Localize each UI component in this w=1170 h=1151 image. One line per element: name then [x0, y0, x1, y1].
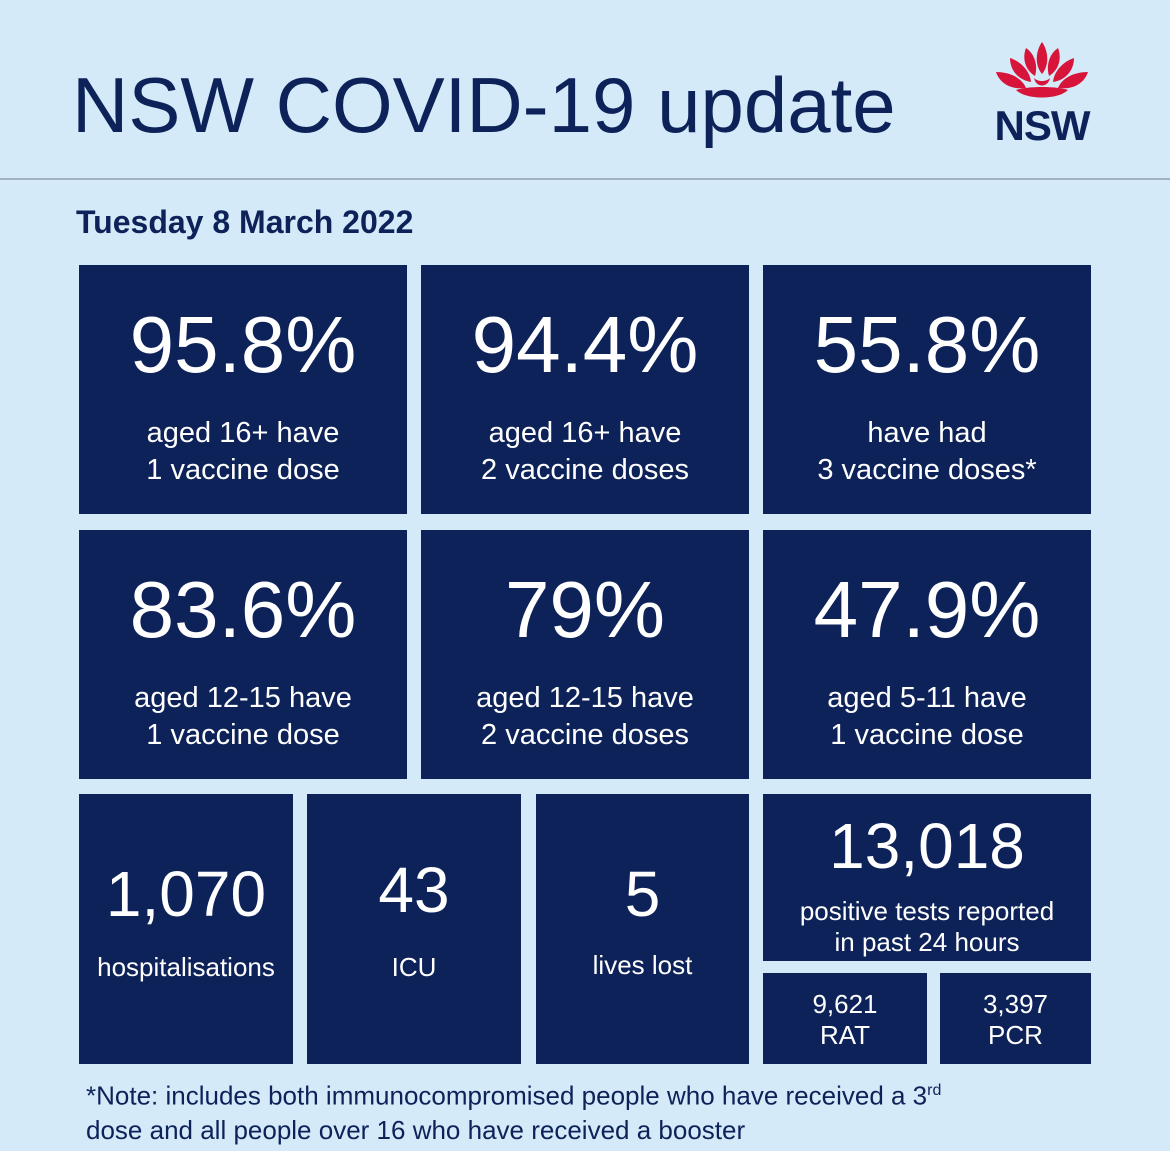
- tile-label-line1: aged 5-11 have: [827, 682, 1027, 714]
- tile-label-line2: 2 vaccine doses: [481, 454, 689, 486]
- tile-value: 83.6%: [129, 565, 357, 654]
- tile-label-line1: have had: [867, 417, 987, 449]
- tile-label-line1: aged 16+ have: [488, 417, 682, 449]
- pcr-tile: 3,397 PCR: [940, 973, 1091, 1064]
- hospitalisations-tile: 1,070 hospitalisations: [79, 794, 293, 1064]
- tile-value: 9,621: [812, 989, 878, 1019]
- tile-label-line2: 1 vaccine dose: [146, 454, 340, 486]
- tile-label-line1: positive tests reported: [799, 896, 1055, 926]
- tile-label-line2: 1 vaccine dose: [830, 719, 1024, 751]
- tile-value: 95.8%: [129, 300, 357, 389]
- tile-label-line2: 1 vaccine dose: [146, 719, 340, 751]
- tile-value: 55.8%: [813, 300, 1041, 389]
- report-date: Tuesday 8 March 2022: [76, 204, 414, 240]
- tile-value: 13,018: [829, 810, 1025, 882]
- tile-label-line2: in past 24 hours: [834, 927, 1020, 957]
- tile-label: hospitalisations: [97, 952, 275, 982]
- tile-label-line2: 2 vaccine doses: [481, 719, 689, 751]
- tile-value: 5: [624, 858, 661, 930]
- footnote-line1: *Note: includes both immunocompromised p…: [86, 1080, 928, 1111]
- vaccine-tile-12-15-1-dose: 83.6% aged 12-15 have 1 vaccine dose: [79, 530, 407, 779]
- vaccine-tile-12-15-2-doses: 79% aged 12-15 have 2 vaccine doses: [421, 530, 749, 779]
- tile-label-line2: 3 vaccine doses*: [817, 454, 1037, 486]
- tile-label: lives lost: [592, 950, 693, 980]
- rat-tile: 9,621 RAT: [763, 973, 927, 1064]
- vaccine-tile-16-plus-2-doses: 94.4% aged 16+ have 2 vaccine doses: [421, 265, 749, 514]
- footnote-line2: dose and all people over 16 who have rec…: [86, 1114, 746, 1145]
- tile-label: RAT: [819, 1020, 871, 1050]
- waratah-flower-icon: [996, 42, 1088, 98]
- footnote-superscript: rd: [927, 1082, 942, 1099]
- tile-label: ICU: [391, 952, 437, 982]
- tile-value: 3,397: [982, 989, 1049, 1019]
- header: NSW COVID-19 update NSW: [0, 0, 1170, 180]
- tile-label-line1: aged 12-15 have: [134, 682, 352, 714]
- tile-value: 1,070: [105, 858, 267, 930]
- tile-label: PCR: [988, 1020, 1043, 1050]
- page-title: NSW COVID-19 update: [72, 61, 896, 149]
- tile-value: 79%: [504, 565, 666, 654]
- vaccine-tile-3-doses: 55.8% have had 3 vaccine doses*: [763, 265, 1091, 514]
- icu-tile: 43 ICU: [307, 794, 521, 1064]
- lives-lost-tile: 5 lives lost: [536, 794, 749, 1064]
- tile-value: 94.4%: [471, 300, 699, 389]
- tile-value: 47.9%: [813, 565, 1041, 654]
- tile-value: 43: [378, 854, 450, 926]
- logo-text: NSW: [994, 102, 1091, 149]
- positive-tests-tile: 13,018 positive tests reported in past 2…: [763, 794, 1091, 961]
- vaccine-tile-16-plus-1-dose: 95.8% aged 16+ have 1 vaccine dose: [79, 265, 407, 514]
- vaccine-tile-5-11-1-dose: 47.9% aged 5-11 have 1 vaccine dose: [763, 530, 1091, 779]
- tile-label-line1: aged 16+ have: [146, 417, 340, 449]
- footnote: *Note: includes both immunocompromised p…: [86, 1074, 1106, 1147]
- tile-label-line1: aged 12-15 have: [476, 682, 694, 714]
- nsw-logo: NSW: [986, 40, 1098, 149]
